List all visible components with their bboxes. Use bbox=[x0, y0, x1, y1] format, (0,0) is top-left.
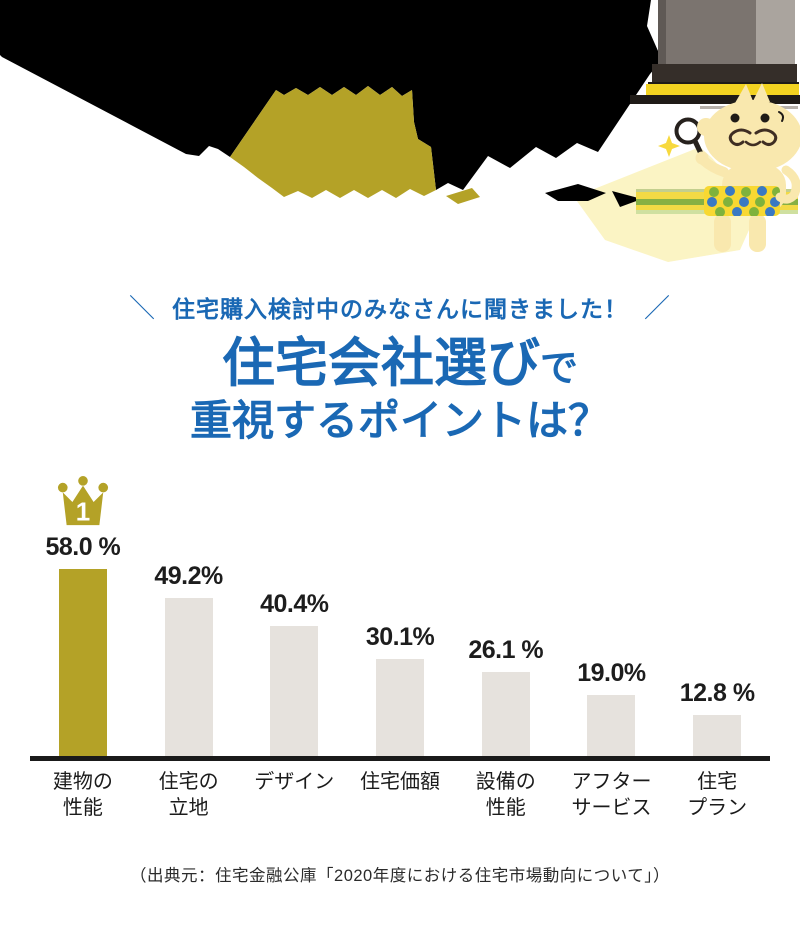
kicker-text: 住宅購入検討中のみなさんに聞きました！ bbox=[172, 295, 628, 322]
bar-category-label: アフター サービス bbox=[571, 771, 652, 819]
bar-value-label: 49.2% bbox=[154, 562, 223, 590]
mascot-leg-right bbox=[749, 214, 766, 252]
gold-splash-shape bbox=[230, 86, 436, 198]
bar bbox=[164, 598, 213, 756]
bar-column: 40.4% bbox=[241, 468, 347, 756]
bar-column: 1 58.0 % bbox=[30, 468, 136, 756]
mascot-arm-right bbox=[775, 165, 800, 204]
headline-block: ＼ 住宅購入検討中のみなさんに聞きました！ ／ 住宅会社選びで 重視するポイント… bbox=[0, 288, 800, 444]
ink-splash-drop-2 bbox=[612, 191, 642, 207]
mascot-body bbox=[704, 165, 800, 252]
kicker-slash-left: ＼ bbox=[128, 293, 156, 323]
rank-number: 1 bbox=[76, 496, 90, 526]
bar-value-label: 30.1% bbox=[365, 623, 435, 651]
bar-value-label: 26.1 % bbox=[468, 636, 544, 664]
bar-category-label: 住宅価額 bbox=[360, 771, 441, 793]
mascot-shorts bbox=[704, 186, 780, 216]
ink-splash-shape bbox=[0, 0, 662, 190]
page-title: 住宅会社選びで 重視するポイントは？ bbox=[0, 335, 800, 444]
title-line1-main: 住宅会社選び bbox=[221, 334, 540, 393]
kicker-slash-right: ／ bbox=[644, 293, 672, 323]
bar-category-label: 建物の 性能 bbox=[52, 771, 113, 819]
hero-illustration bbox=[0, 0, 800, 262]
mascot-mustache-left bbox=[728, 128, 752, 146]
bar-value-label: 40.4% bbox=[260, 590, 329, 618]
bar-column: 26.1 % bbox=[453, 468, 559, 756]
mascot-hair-tuft bbox=[735, 83, 770, 103]
bar-column: 12.8 % bbox=[664, 468, 770, 756]
bar-category-label: 住宅の 立地 bbox=[158, 771, 219, 819]
mascot-hat bbox=[604, 0, 800, 109]
bar-value-label: 58.0 % bbox=[45, 533, 121, 561]
mascot-mustache-right bbox=[754, 128, 778, 146]
title-line1-suffix: で bbox=[539, 348, 578, 390]
mascot-mouth bbox=[744, 140, 762, 147]
bar-value-label: 12.8 % bbox=[679, 679, 755, 707]
mascot-eye-left bbox=[730, 113, 740, 123]
bar-value-label: 19.0% bbox=[577, 659, 646, 687]
bar-category-label: 設備の 性能 bbox=[475, 771, 536, 819]
bar bbox=[376, 659, 425, 756]
bar-column: 30.1% bbox=[347, 468, 453, 756]
bar-category-label: 住宅 プラン bbox=[687, 771, 748, 819]
sparkle-icon bbox=[658, 135, 680, 157]
mascot-leg-left bbox=[714, 214, 731, 252]
source-citation: （出典元：住宅金融公庫「2020年度における住宅市場動向について」） bbox=[130, 867, 670, 885]
bar bbox=[58, 569, 107, 756]
bar bbox=[693, 715, 742, 756]
mascot-eye-right bbox=[760, 113, 770, 123]
mascot-head bbox=[697, 83, 800, 172]
x-axis-line bbox=[30, 756, 770, 761]
category-labels-row: 建物の 性能 住宅の 立地 デザイン 住宅価額 設備の 性能 アフター サービス 住宅 プラ… bbox=[30, 770, 770, 821]
bar-column: 19.0% bbox=[559, 468, 665, 756]
bars-row: 1 58.0 % 49.2% 40.4% 30.1% 26.1 % 19.0% … bbox=[30, 468, 770, 756]
gold-splash-drop bbox=[446, 188, 480, 204]
mascot-hand bbox=[695, 151, 709, 165]
ink-splash-drop bbox=[545, 184, 606, 201]
bar-category-label: デザイン bbox=[254, 771, 335, 793]
bar bbox=[587, 695, 636, 756]
mascot-eyebrow-curl bbox=[778, 111, 784, 122]
kicker-line: ＼ 住宅購入検討中のみなさんに聞きました！ ／ bbox=[0, 288, 800, 325]
bar bbox=[481, 672, 530, 756]
title-line2: 重視するポイントは？ bbox=[189, 397, 610, 445]
bar-column: 49.2% bbox=[136, 468, 242, 756]
bar-chart: 1 58.0 % 49.2% 40.4% 30.1% 26.1 % 19.0% … bbox=[30, 468, 770, 821]
rank-1-crown-icon: 1 bbox=[57, 476, 108, 526]
bar bbox=[270, 626, 319, 756]
